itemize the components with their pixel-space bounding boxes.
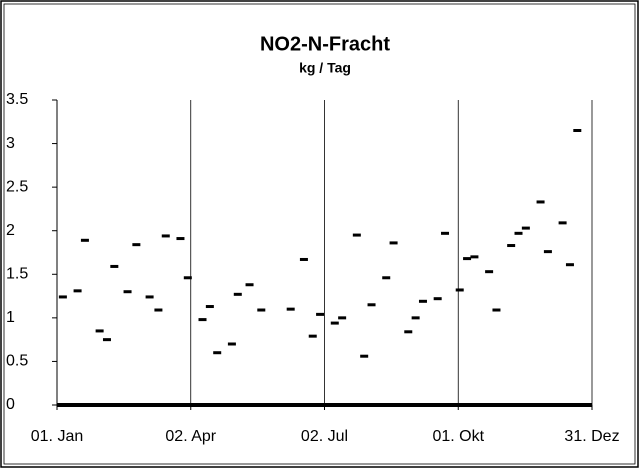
point <box>205 305 214 309</box>
point <box>536 200 545 204</box>
point <box>80 238 89 242</box>
point <box>441 231 450 235</box>
point <box>485 270 494 274</box>
point <box>145 295 154 299</box>
x-tick-label: 02. Apr <box>165 428 216 445</box>
point <box>360 354 369 358</box>
point <box>411 316 420 320</box>
point <box>404 330 413 334</box>
point <box>58 295 67 299</box>
x-tick-label: 31. Dez <box>564 428 619 445</box>
point <box>198 318 207 322</box>
point <box>382 276 391 280</box>
point <box>330 321 339 325</box>
y-tick-label: 0 <box>6 396 15 413</box>
point <box>338 316 347 320</box>
y-tick-label: 3.5 <box>6 91 28 108</box>
point <box>521 226 530 230</box>
point <box>132 243 141 247</box>
chart-subtitle: kg / Tag <box>299 60 351 76</box>
point <box>367 303 376 307</box>
point <box>433 297 442 301</box>
point <box>257 308 266 312</box>
inner-frame <box>3 3 636 465</box>
point <box>492 308 501 312</box>
point <box>286 307 295 311</box>
point <box>102 338 111 342</box>
point <box>110 264 119 268</box>
point <box>352 233 361 237</box>
point <box>213 351 222 355</box>
y-tick-label: 0.5 <box>6 353 28 370</box>
y-tick-label: 1 <box>6 309 15 326</box>
point <box>507 244 516 248</box>
point <box>299 257 308 261</box>
point <box>308 334 317 338</box>
point <box>514 231 523 235</box>
point <box>573 129 582 132</box>
point <box>565 263 574 267</box>
point <box>227 342 236 346</box>
point <box>183 276 192 280</box>
point <box>233 292 242 296</box>
point <box>463 257 472 261</box>
point <box>161 234 170 238</box>
point <box>455 288 464 292</box>
point <box>316 312 325 316</box>
point <box>95 329 104 333</box>
x-tick-label: 01. Jan <box>31 428 83 445</box>
point <box>418 299 427 303</box>
point <box>245 283 254 287</box>
y-tick-label: 2.5 <box>6 178 28 195</box>
point <box>470 255 479 259</box>
point <box>123 290 132 294</box>
point <box>176 237 185 241</box>
y-tick-label: 2 <box>6 222 15 239</box>
point <box>543 250 552 254</box>
point <box>558 221 567 225</box>
x-tick-label: 01. Okt <box>432 428 484 445</box>
y-tick-label: 1.5 <box>6 266 28 283</box>
chart-title: NO2-N-Fracht <box>260 33 390 55</box>
point <box>389 241 398 245</box>
point <box>154 308 163 312</box>
point <box>73 289 82 293</box>
x-tick-label: 02. Jul <box>301 428 348 445</box>
y-tick-label: 3 <box>6 135 15 152</box>
